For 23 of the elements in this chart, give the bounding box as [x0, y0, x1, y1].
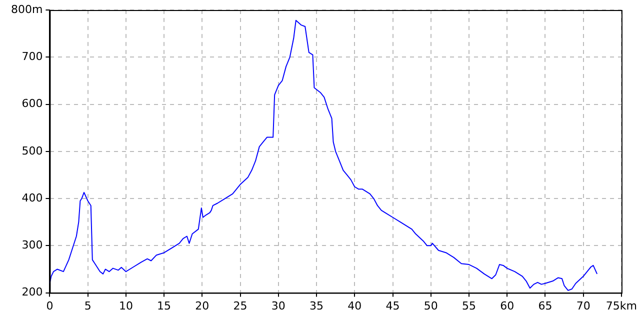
x-tick-label: 0 [46, 299, 54, 312]
y-tick-label: 500 [22, 144, 43, 158]
x-tick-label: 45 [386, 299, 400, 312]
x-tick-label: 65 [538, 299, 552, 312]
x-tick-label: 20 [195, 299, 210, 312]
y-tick-label: 200 [22, 286, 43, 299]
x-tick-label: 40 [348, 299, 362, 312]
x-tick-label: 60 [500, 299, 514, 312]
x-tick-label: 50 [424, 299, 438, 312]
x-tick-label: 55 [462, 299, 476, 312]
x-tick-label: 15 [157, 299, 172, 312]
y-tick-label: 600 [22, 97, 43, 110]
y-tick-label: 400 [22, 191, 43, 204]
y-tick-label: 800m [10, 2, 43, 16]
x-tick-label: 10 [118, 299, 133, 312]
x-tick-label: 75km [606, 299, 638, 312]
x-tick-label: 35 [310, 299, 324, 312]
x-tick-label: 30 [271, 299, 286, 312]
x-tick-label: 25 [233, 299, 248, 312]
x-tick-label: 70 [576, 299, 590, 312]
y-tick-label: 700 [22, 50, 43, 63]
y-tick-label: 300 [22, 238, 43, 252]
x-tick-label: 5 [84, 299, 92, 312]
